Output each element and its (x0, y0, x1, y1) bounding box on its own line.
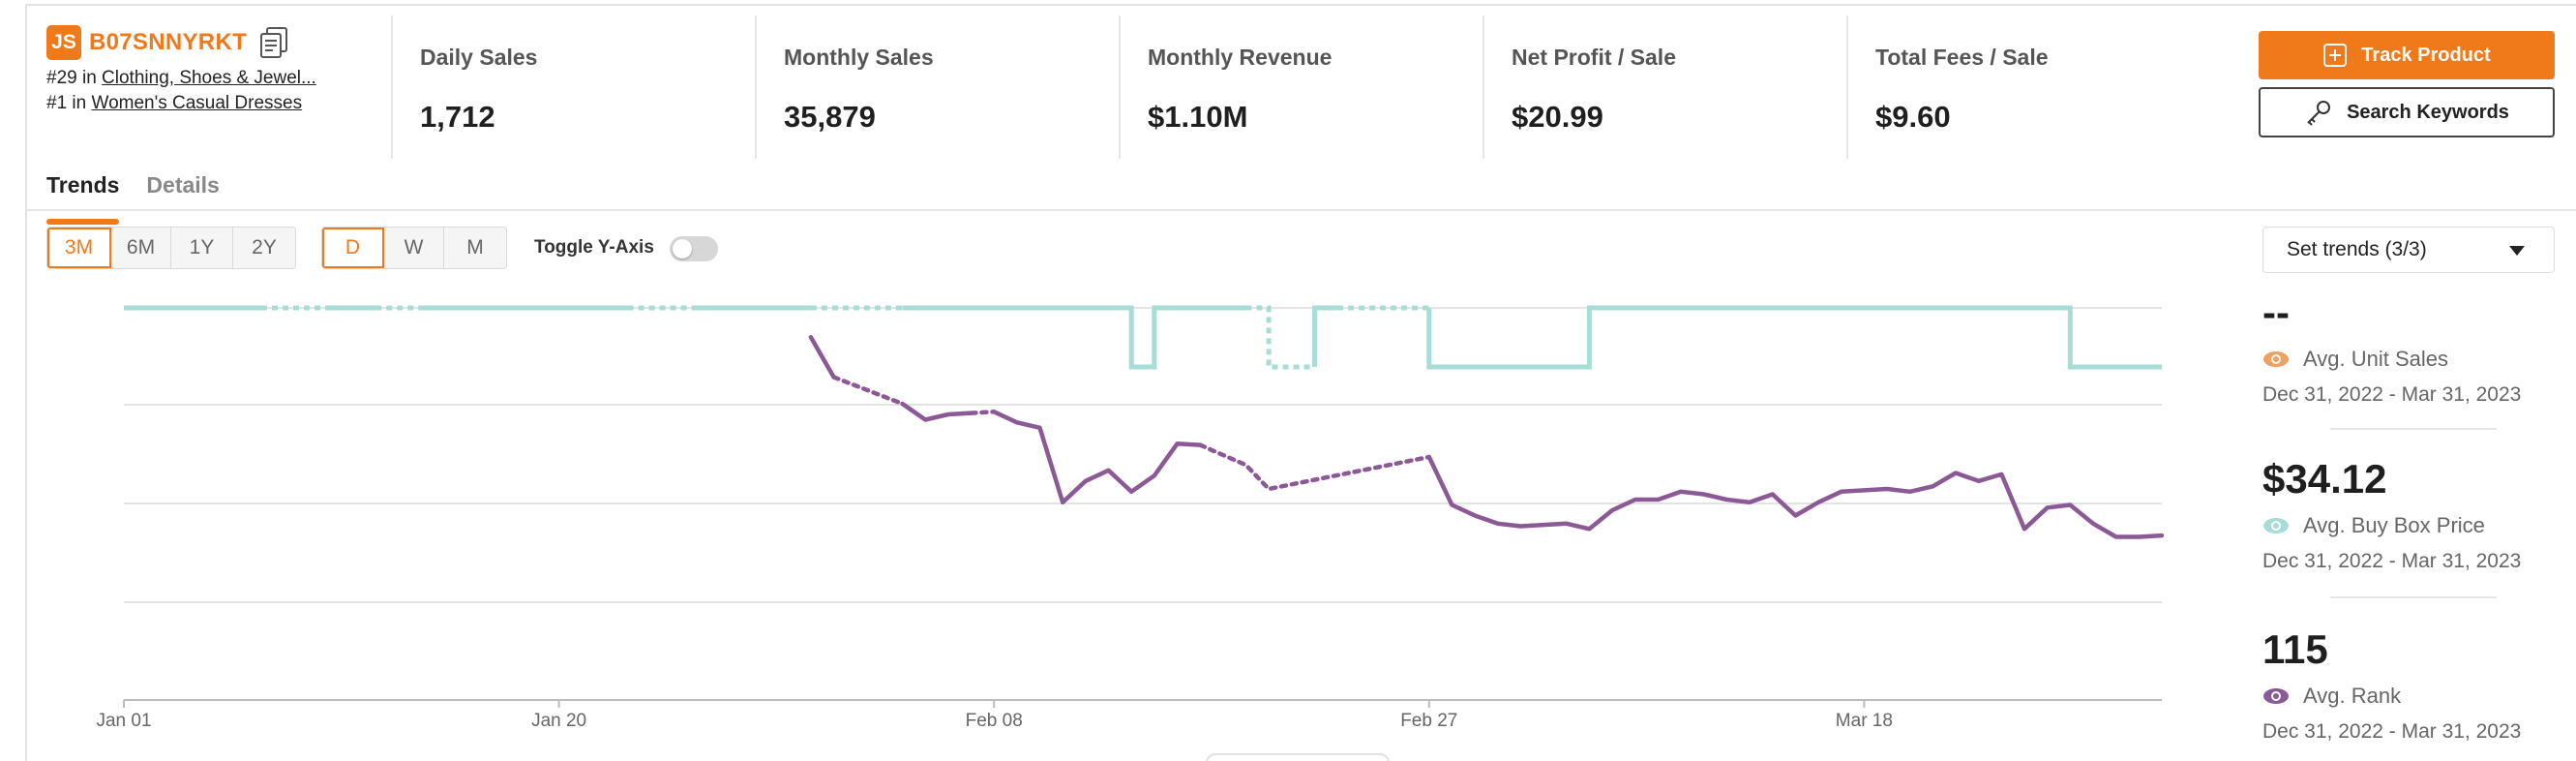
x-tick-label: Jan 01 (96, 711, 151, 731)
rank-line-gap (1197, 442, 1432, 492)
rank-line (991, 410, 1203, 505)
x-tick-label: Jan 20 (531, 711, 586, 731)
scroll-handle[interactable] (1206, 753, 1390, 761)
stat-value: $34.12 (2262, 456, 2387, 502)
stat-divider (2330, 596, 2497, 598)
tabs-divider (27, 209, 2576, 211)
rank-line (808, 335, 836, 380)
range-option-3m[interactable]: 3M (47, 228, 111, 268)
price-line (902, 305, 1246, 370)
eye-icon[interactable] (2262, 517, 2290, 534)
product-info: JS B07SNNYRKT #29 in Clothing, Shoes & J… (46, 23, 375, 114)
js-logo: JS (46, 25, 81, 60)
asin-link[interactable]: B07SNNYRKT (89, 29, 248, 55)
range-option-1y[interactable]: 1Y (171, 228, 233, 268)
toggle-y-axis-switch[interactable] (670, 236, 718, 261)
interval-selector: D W M (321, 227, 507, 269)
trends-chart[interactable]: Jan 01 Jan 20 Feb 08 Feb 27 Mar 18 (0, 281, 2206, 761)
metric-total-fees: Total Fees / Sale $9.60 (1846, 15, 2049, 159)
range-option-6m[interactable]: 6M (111, 228, 171, 268)
x-tick-label: Feb 08 (966, 711, 1023, 731)
interval-option-w[interactable]: W (384, 228, 444, 268)
category-rank-2: #1 in Women's Casual Dresses (46, 93, 303, 113)
rank-line-gap (969, 410, 997, 415)
rank-line-gap (831, 375, 905, 407)
x-tick-label: Feb 27 (1400, 711, 1457, 731)
stat-value: -- (2262, 289, 2290, 335)
panel-frame (25, 4, 2576, 761)
stat-divider (2330, 428, 2497, 430)
stat-avg-rank: 115 Avg. Rank Dec 31, 2022 - Mar 31, 202… (2262, 629, 2553, 744)
stat-unit-sales: -- Avg. Unit Sales Dec 31, 2022 - Mar 31… (2262, 292, 2553, 407)
stat-buy-box-price: $34.12 Avg. Buy Box Price Dec 31, 2022 -… (2262, 459, 2553, 573)
tab-trends[interactable]: Trends (46, 172, 120, 225)
rank-line (1426, 454, 2165, 539)
eye-icon[interactable] (2262, 687, 2290, 705)
tab-details[interactable]: Details (146, 172, 220, 198)
caret-down-icon (2509, 246, 2525, 256)
range-selector: 3M 6M 1Y 2Y (46, 227, 296, 269)
range-option-2y[interactable]: 2Y (233, 228, 295, 268)
interval-option-m[interactable]: M (444, 228, 506, 268)
metric-monthly-sales: Monthly Sales 35,879 (755, 15, 934, 159)
eye-icon[interactable] (2262, 350, 2290, 368)
price-line-gap (1245, 305, 1315, 370)
key-icon (2307, 101, 2331, 126)
metric-daily-sales: Daily Sales 1,712 (391, 15, 537, 159)
set-trends-dropdown[interactable]: Set trends (3/3) (2262, 227, 2555, 273)
metric-monthly-revenue: Monthly Revenue $1.10M (1119, 15, 1332, 159)
price-line (1426, 305, 2162, 370)
metric-net-profit: Net Profit / Sale $20.99 (1483, 15, 1676, 159)
track-product-button[interactable]: Track Product (2259, 31, 2555, 79)
interval-option-d[interactable]: D (322, 228, 384, 268)
category-link-clothing[interactable]: Clothing, Shoes & Jewel... (102, 68, 316, 88)
view-tabs: Trends Details (46, 172, 247, 225)
toggle-y-axis-label: Toggle Y-Axis (534, 237, 654, 258)
plus-square-icon (2323, 44, 2348, 67)
toggle-knob (673, 239, 692, 259)
category-rank-1: #29 in Clothing, Shoes & Jewel... (46, 68, 316, 88)
x-tick-label: Mar 18 (1836, 711, 1893, 731)
price-line (1312, 305, 1338, 367)
rank-line (900, 401, 973, 422)
search-keywords-button[interactable]: Search Keywords (2259, 87, 2555, 137)
copy-icon[interactable] (258, 26, 289, 59)
category-link-dresses[interactable]: Women's Casual Dresses (91, 93, 303, 113)
stat-value: 115 (2262, 626, 2328, 672)
